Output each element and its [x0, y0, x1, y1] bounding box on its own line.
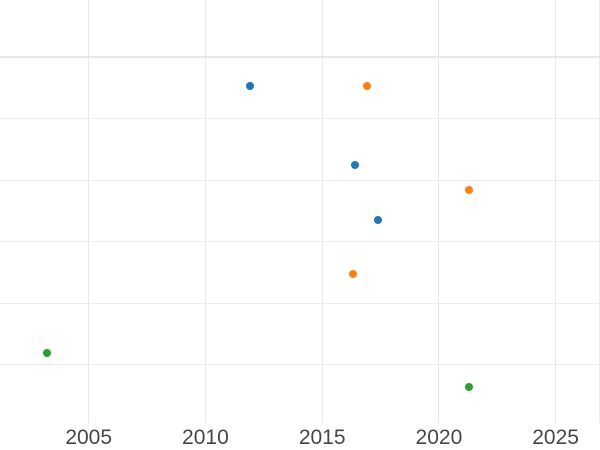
gridline-vertical — [321, 0, 323, 423]
scatter-point-series-orange — [465, 186, 474, 194]
scatter-point-series-green — [465, 383, 474, 392]
x-tick-label: 2005 — [65, 426, 113, 449]
gridline-horizontal — [0, 302, 600, 304]
gridline-horizontal — [0, 118, 600, 120]
scatter-point-series-blue — [350, 161, 359, 170]
x-tick-label: 2025 — [532, 426, 579, 449]
gridline-vertical — [438, 0, 440, 423]
gridline-horizontal — [0, 241, 600, 243]
scatter-point-series-blue — [374, 216, 383, 225]
scatter-point-series-orange — [348, 269, 357, 278]
x-tick-label: 2015 — [298, 426, 346, 449]
gridline-horizontal — [0, 364, 600, 366]
x-tick-label: 2010 — [182, 426, 229, 449]
scatter-point-series-green — [42, 348, 51, 357]
scatter-point-series-blue — [245, 81, 254, 90]
gridline-vertical — [88, 0, 90, 423]
gridline-horizontal — [0, 56, 600, 59]
gridline-vertical — [204, 0, 206, 423]
scatter-point-series-orange — [362, 82, 371, 91]
gridline-vertical — [555, 0, 557, 423]
gridline-horizontal — [0, 179, 600, 181]
x-tick-label: 2020 — [415, 426, 463, 449]
